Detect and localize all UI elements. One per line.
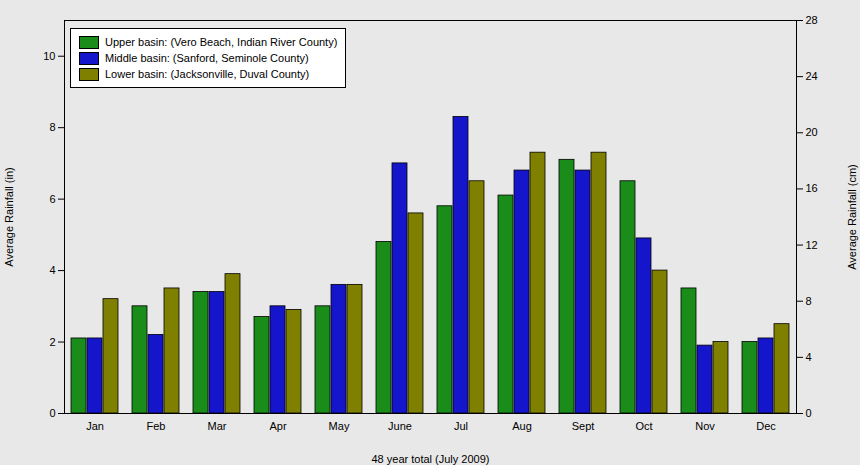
svg-text:Average Rainfall (cm): Average Rainfall (cm) <box>846 164 858 270</box>
svg-text:Aug: Aug <box>512 420 532 432</box>
svg-text:Oct: Oct <box>635 420 652 432</box>
svg-text:28: 28 <box>806 14 818 26</box>
html-text:Upper basin: (Vero Beach, Indi: Upper basin: (Vero Beach, Indian River C… <box>105 36 338 48</box>
svg-text:Average Rainfall (in): Average Rainfall (in) <box>3 167 15 266</box>
svg-text:0: 0 <box>49 407 55 419</box>
svg-text:Mar: Mar <box>208 420 227 432</box>
svg-text:20: 20 <box>806 126 818 138</box>
svg-text:May: May <box>329 420 350 432</box>
svg-text:12: 12 <box>806 239 818 251</box>
html-text:Middle basin: (Sanford, Semino: Middle basin: (Sanford, Seminole County) <box>105 52 309 64</box>
svg-text:10: 10 <box>43 50 55 62</box>
svg-text:8: 8 <box>49 121 55 133</box>
svg-text:2: 2 <box>49 336 55 348</box>
svg-text:Nov: Nov <box>695 420 715 432</box>
svg-text:8: 8 <box>806 295 812 307</box>
svg-text:0: 0 <box>806 407 812 419</box>
svg-text:48 year total (July 2009): 48 year total (July 2009) <box>371 453 489 465</box>
html-text:Lower basin: (Jacksonville, Du: Lower basin: (Jacksonville, Duval County… <box>105 68 310 80</box>
svg-text:4: 4 <box>806 351 812 363</box>
svg-text:Apr: Apr <box>269 420 286 432</box>
svg-text:24: 24 <box>806 70 818 82</box>
svg-text:Jan: Jan <box>86 420 104 432</box>
svg-text:June: June <box>388 420 412 432</box>
svg-text:Dec: Dec <box>756 420 776 432</box>
svg-text:Feb: Feb <box>147 420 166 432</box>
svg-text:Sept: Sept <box>572 420 595 432</box>
svg-text:4: 4 <box>49 264 55 276</box>
svg-text:16: 16 <box>806 182 818 194</box>
svg-text:6: 6 <box>49 193 55 205</box>
svg-text:Jul: Jul <box>454 420 468 432</box>
